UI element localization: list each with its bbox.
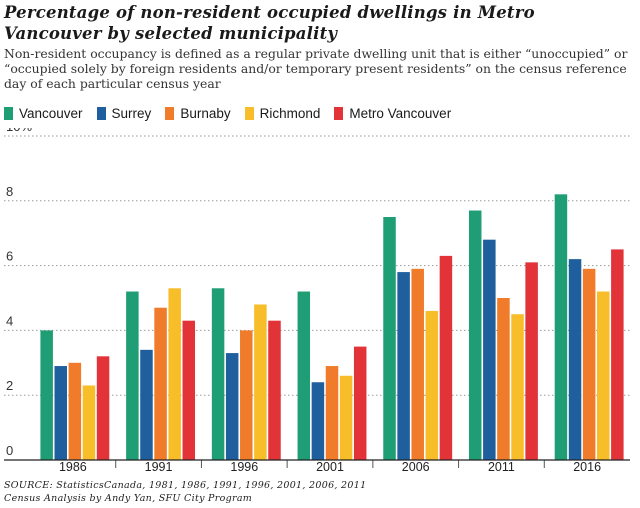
bar bbox=[154, 307, 167, 460]
x-tick-label: 1986 bbox=[59, 460, 87, 474]
bar bbox=[582, 268, 596, 460]
x-tick-label: 2016 bbox=[573, 460, 601, 474]
chart-subtitle: Non-resident occupancy is defined as a r… bbox=[4, 46, 628, 91]
legend-label: Metro Vancouver bbox=[349, 105, 452, 121]
bar bbox=[339, 375, 353, 460]
chart-title: Percentage of non-resident occupied dwel… bbox=[4, 3, 535, 43]
bar bbox=[40, 330, 53, 460]
y-tick-label: 6 bbox=[6, 249, 13, 264]
bar bbox=[140, 349, 153, 460]
bar bbox=[383, 217, 396, 460]
legend-item: Vancouver bbox=[4, 106, 83, 121]
source-line: SOURCE: StatisticsCanada, 1981, 1986, 19… bbox=[4, 480, 367, 491]
source-note: SOURCE: StatisticsCanada, 1981, 1986, 19… bbox=[4, 479, 636, 505]
bar bbox=[468, 210, 482, 460]
y-tick-label: 8 bbox=[6, 184, 13, 199]
bar bbox=[511, 314, 524, 460]
bar bbox=[568, 259, 582, 460]
x-tick-label: 1996 bbox=[230, 460, 258, 474]
bar bbox=[554, 194, 568, 460]
bar bbox=[611, 249, 624, 460]
bar bbox=[126, 291, 139, 460]
bar bbox=[168, 288, 181, 460]
legend-swatch bbox=[165, 106, 175, 120]
legend-item: Surrey bbox=[96, 105, 152, 121]
bar bbox=[311, 382, 325, 460]
bar-chart: 0 2 4 6 8 10% 1986 1991 1996 2001 2006 2011 2016 bbox=[4, 128, 630, 474]
bar bbox=[411, 268, 424, 460]
bar bbox=[54, 366, 68, 460]
bar bbox=[325, 366, 339, 460]
x-tick-label: 1991 bbox=[145, 460, 173, 474]
x-tick-label: 2006 bbox=[402, 460, 430, 474]
legend-item: Burnaby bbox=[165, 105, 231, 121]
bar bbox=[297, 291, 311, 460]
bar bbox=[596, 291, 610, 460]
legend-item: Metro Vancouver bbox=[334, 106, 451, 121]
legend: Vancouver Surrey Burnaby Richmond Metro Vanc… bbox=[4, 104, 465, 122]
legend-swatch bbox=[4, 106, 13, 120]
bar bbox=[182, 320, 196, 460]
bar bbox=[397, 272, 410, 460]
bar bbox=[425, 310, 439, 460]
bar bbox=[353, 346, 367, 460]
x-tick-label: 2011 bbox=[488, 460, 515, 474]
bar bbox=[254, 304, 267, 460]
x-tick-label: 2001 bbox=[316, 460, 344, 474]
bar bbox=[497, 298, 510, 460]
credit-line: Census Analysis by Andy Yan, SFU City Pr… bbox=[4, 493, 253, 504]
y-tick-label: 4 bbox=[6, 313, 13, 328]
y-tick-label: 2 bbox=[6, 378, 13, 393]
bar bbox=[211, 288, 225, 460]
bar bbox=[225, 353, 239, 460]
y-tick-label: 10% bbox=[6, 128, 32, 134]
bar bbox=[96, 356, 110, 460]
bar bbox=[82, 385, 96, 460]
legend-swatch bbox=[96, 106, 106, 120]
legend-label: Richmond bbox=[259, 105, 321, 121]
bar bbox=[240, 330, 253, 460]
legend-item: Richmond bbox=[244, 105, 321, 121]
bar bbox=[68, 362, 82, 460]
legend-swatch bbox=[334, 106, 344, 120]
legend-label: Burnaby bbox=[180, 105, 231, 121]
legend-swatch bbox=[244, 106, 254, 120]
bar bbox=[268, 320, 281, 460]
y-tick-label: 0 bbox=[6, 443, 13, 458]
legend-label: Surrey bbox=[111, 105, 152, 121]
bar bbox=[525, 262, 538, 460]
legend-label: Vancouver bbox=[19, 105, 83, 121]
bar bbox=[439, 255, 453, 460]
bar bbox=[483, 239, 496, 460]
